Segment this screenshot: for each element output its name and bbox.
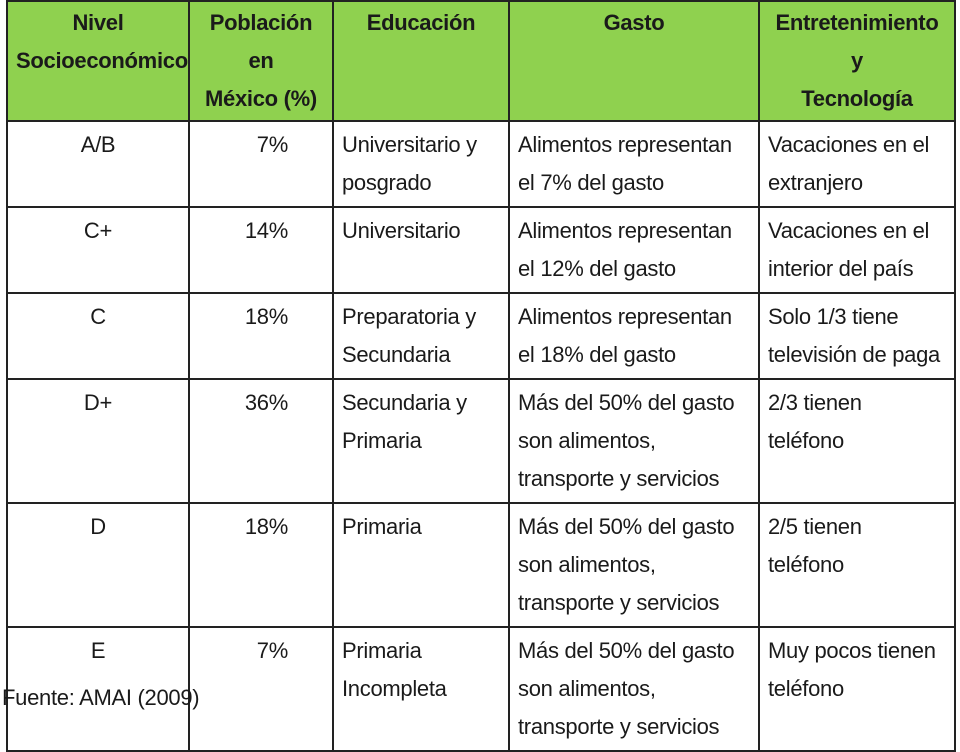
cell-poblacion: 36% (188, 378, 334, 504)
cell-gasto: Más del 50% del gasto son alimentos, tra… (508, 626, 760, 752)
cell-educacion: Preparatoria y Secundaria (332, 292, 510, 380)
cell-nivel: C+ (6, 206, 190, 294)
table-header-row: Nivel Socioeconómico Población en México… (6, 0, 956, 122)
header-entretenimiento: Entretenimiento y Tecnología (758, 0, 956, 122)
header-poblacion: Población en México (%) (188, 0, 334, 122)
table-row: D 18% Primaria Más del 50% del gasto son… (6, 502, 956, 628)
header-gasto: Gasto (508, 0, 760, 122)
table-row: C 18% Preparatoria y Secundaria Alimento… (6, 292, 956, 380)
cell-entretenimiento: Solo 1/3 tiene televisión de paga (758, 292, 956, 380)
cell-gasto: Más del 50% del gasto son alimentos, tra… (508, 502, 760, 628)
cell-entretenimiento: Vacaciones en el extranjero (758, 120, 956, 208)
cell-entretenimiento: Muy pocos tienen teléfono (758, 626, 956, 752)
cell-poblacion: 7% (188, 626, 334, 752)
socioeconomic-table: Nivel Socioeconómico Población en México… (6, 0, 956, 752)
cell-entretenimiento: 2/5 tienen teléfono (758, 502, 956, 628)
cell-poblacion: 14% (188, 206, 334, 294)
cell-poblacion: 18% (188, 292, 334, 380)
table-row: A/B 7% Universitario y posgrado Alimento… (6, 120, 956, 208)
cell-poblacion: 7% (188, 120, 334, 208)
source-citation: Fuente: AMAI (2009) (2, 685, 200, 710)
cell-nivel: A/B (6, 120, 190, 208)
header-educacion: Educación (332, 0, 510, 122)
cell-educacion: Primaria Incompleta (332, 626, 510, 752)
cell-gasto: Más del 50% del gasto son alimentos, tra… (508, 378, 760, 504)
cell-entretenimiento: 2/3 tienen teléfono (758, 378, 956, 504)
cell-educacion: Secundaria y Primaria (332, 378, 510, 504)
cell-educacion: Primaria (332, 502, 510, 628)
cell-nivel: C (6, 292, 190, 380)
header-nivel: Nivel Socioeconómico (6, 0, 190, 122)
cell-educacion: Universitario y posgrado (332, 120, 510, 208)
cell-educacion: Universitario (332, 206, 510, 294)
cell-entretenimiento: Vacaciones en el interior del país (758, 206, 956, 294)
table-row: C+ 14% Universitario Alimentos represent… (6, 206, 956, 294)
socioeconomic-table-container: Nivel Socioeconómico Población en México… (6, 0, 956, 752)
cell-nivel: D+ (6, 378, 190, 504)
cell-gasto: Alimentos representan el 18% del gasto (508, 292, 760, 380)
cell-gasto: Alimentos representan el 7% del gasto (508, 120, 760, 208)
cell-nivel: D (6, 502, 190, 628)
cell-poblacion: 18% (188, 502, 334, 628)
cell-gasto: Alimentos representan el 12% del gasto (508, 206, 760, 294)
table-row: D+ 36% Secundaria y Primaria Más del 50%… (6, 378, 956, 504)
